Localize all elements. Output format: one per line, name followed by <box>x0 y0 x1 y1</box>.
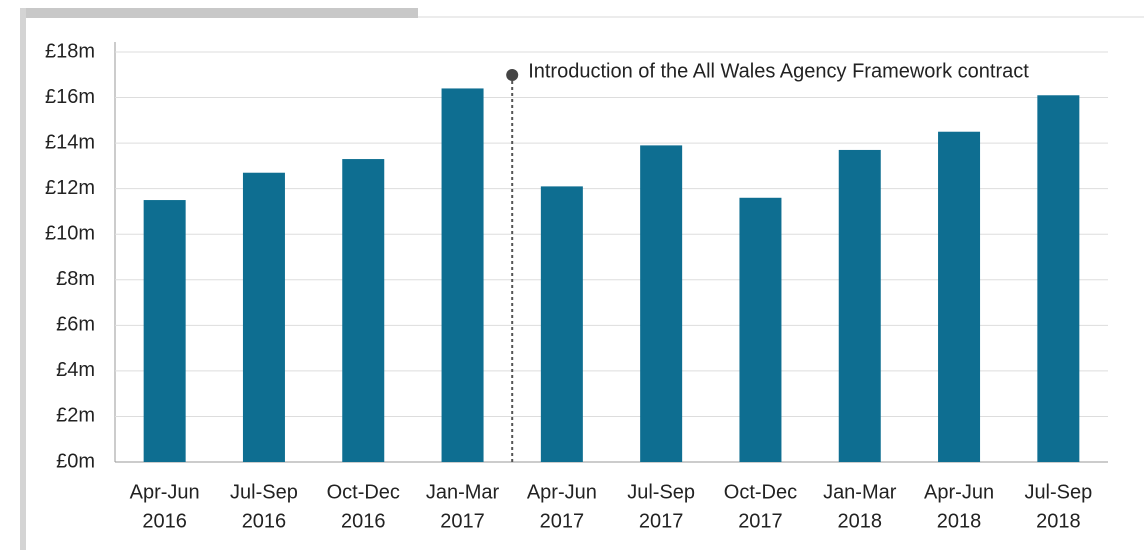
y-tick-label: £4m <box>56 359 95 381</box>
x-tick-label: Oct-Dec <box>327 481 400 503</box>
x-tick-label: 2016 <box>341 510 386 532</box>
y-tick-label: £2m <box>56 405 95 427</box>
bar <box>342 159 385 463</box>
bar <box>540 186 583 462</box>
y-tick-label: £16m <box>45 86 95 108</box>
x-tick-label: Apr-Jun <box>924 481 994 503</box>
frame-left <box>20 8 26 550</box>
annotation: Introduction of the All Wales Agency Fra… <box>528 60 1029 82</box>
bar <box>739 197 782 462</box>
bar <box>838 149 881 462</box>
y-tick-label: £8m <box>56 268 95 290</box>
y-tick-label: £14m <box>45 131 95 153</box>
x-tick-label: Apr-Jun <box>527 481 597 503</box>
x-tick-label: 2018 <box>1036 510 1081 532</box>
x-tick-label: Apr-Jun <box>130 481 200 503</box>
x-tick-label: 2016 <box>142 510 187 532</box>
x-tick-label: Jan-Mar <box>426 481 500 503</box>
x-tick-label: Jul-Sep <box>1024 481 1092 503</box>
y-tick-label: £0m <box>56 450 95 472</box>
y-tick-label: £10m <box>45 223 95 245</box>
frame-top-light <box>418 16 1144 18</box>
bar <box>938 131 981 462</box>
x-tick-label: 2016 <box>242 510 287 532</box>
x-tick-label: 2017 <box>738 510 783 532</box>
y-tick-label: £6m <box>56 314 95 336</box>
x-tick-label: 2017 <box>440 510 485 532</box>
annotation-dot <box>506 69 519 81</box>
y-tick-label: £12m <box>45 177 95 199</box>
x-tick-label: 2018 <box>838 510 883 532</box>
x-tick-label: 2017 <box>639 510 684 532</box>
frame-top <box>20 8 418 18</box>
bar <box>640 145 683 462</box>
bar <box>1037 95 1080 463</box>
bar <box>143 200 186 463</box>
x-tick-label: Jul-Sep <box>230 481 298 503</box>
x-tick-label: Jan-Mar <box>823 481 897 503</box>
x-tick-label: 2017 <box>540 510 585 532</box>
x-tick-label: Jul-Sep <box>627 481 695 503</box>
y-tick-label: £18m <box>45 40 95 62</box>
bar <box>242 172 285 462</box>
x-tick-label: 2018 <box>937 510 982 532</box>
x-tick-label: Oct-Dec <box>724 481 797 503</box>
bar <box>441 88 484 462</box>
